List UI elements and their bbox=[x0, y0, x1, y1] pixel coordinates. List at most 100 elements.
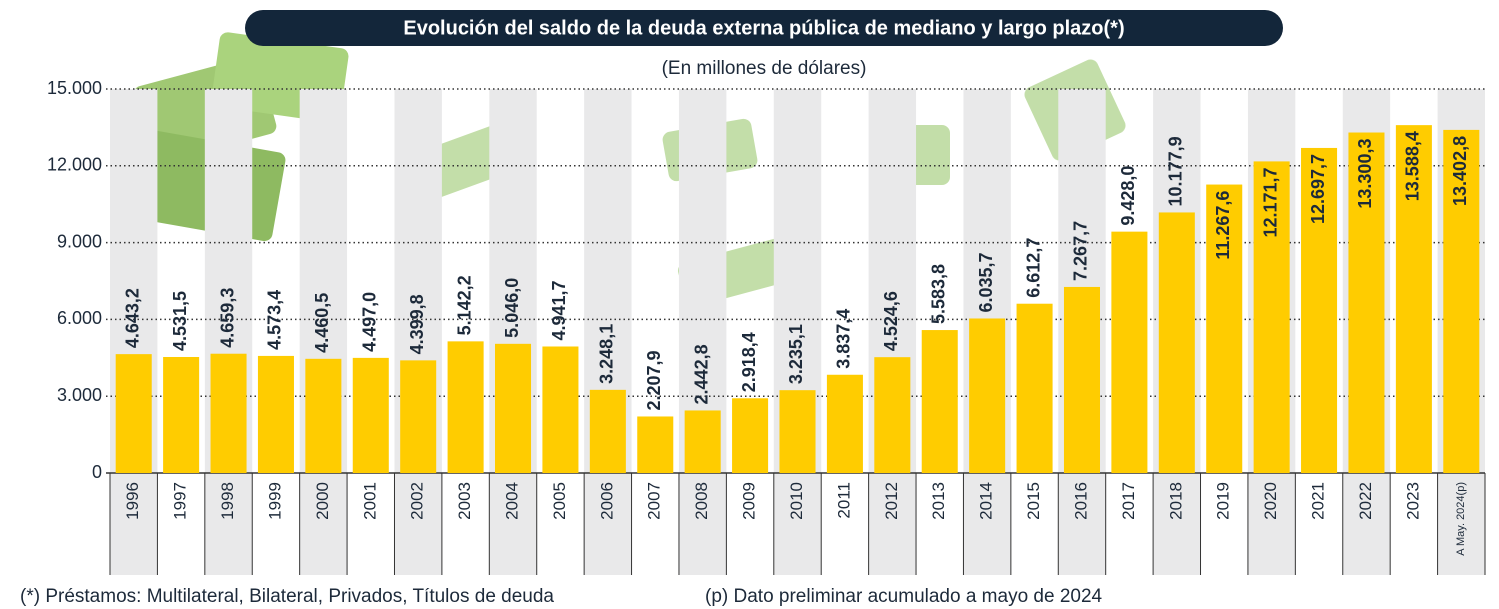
bar bbox=[969, 318, 1006, 473]
stripe bbox=[678, 89, 727, 575]
bar bbox=[1111, 231, 1148, 473]
bar bbox=[589, 389, 626, 473]
y-tick-label: 0 bbox=[92, 462, 102, 482]
x-tick-label: 2004 bbox=[503, 482, 522, 520]
value-label: 5.142,2 bbox=[454, 275, 474, 335]
value-label: 3.235,1 bbox=[786, 324, 806, 384]
value-label: 5.046,0 bbox=[502, 278, 522, 338]
bar bbox=[542, 346, 579, 473]
x-tick-label: 2006 bbox=[597, 482, 616, 520]
value-label: 10.177,9 bbox=[1166, 136, 1186, 206]
stripe bbox=[868, 89, 917, 575]
value-label: 4.659,3 bbox=[217, 288, 237, 348]
y-tick-label: 9.000 bbox=[57, 231, 102, 251]
x-tick-label: 2014 bbox=[977, 482, 996, 520]
x-tick-label: 2017 bbox=[1119, 482, 1138, 520]
bar bbox=[1158, 212, 1195, 474]
x-tick-label: 2012 bbox=[882, 482, 901, 520]
value-label: 4.524,6 bbox=[881, 291, 901, 351]
value-label: 4.573,4 bbox=[265, 290, 285, 350]
bar bbox=[1206, 184, 1243, 473]
value-label: 2.207,9 bbox=[644, 350, 664, 410]
stripe bbox=[204, 89, 253, 575]
value-label: 3.248,1 bbox=[597, 324, 617, 384]
value-label: 12.171,7 bbox=[1260, 167, 1280, 237]
x-tick-label: A May. 2024(p) bbox=[1455, 482, 1467, 556]
chart-subtitle: (En millones de dólares) bbox=[662, 58, 867, 79]
bar bbox=[732, 398, 769, 473]
x-tick-label: 1998 bbox=[218, 482, 237, 520]
value-label: 7.267,7 bbox=[1071, 221, 1091, 281]
x-tick-label: 2010 bbox=[787, 482, 806, 520]
value-label: 4.643,2 bbox=[122, 288, 142, 348]
value-label: 2.442,8 bbox=[691, 344, 711, 404]
x-tick-label: 2018 bbox=[1166, 482, 1185, 520]
x-tick-label: 1996 bbox=[123, 482, 142, 520]
bar bbox=[826, 374, 863, 473]
value-label: 4.531,5 bbox=[170, 291, 190, 351]
x-tick-label: 2007 bbox=[645, 482, 664, 520]
x-tick-label: 2011 bbox=[834, 482, 853, 519]
bar bbox=[210, 353, 247, 473]
bar bbox=[163, 356, 200, 473]
value-label: 4.399,8 bbox=[407, 294, 427, 354]
x-tick-label: 2016 bbox=[1071, 482, 1090, 520]
x-tick-label: 2003 bbox=[455, 482, 474, 520]
bar bbox=[1348, 132, 1385, 473]
bar bbox=[400, 360, 437, 473]
x-tick-label: 2001 bbox=[360, 482, 379, 520]
bar bbox=[1395, 125, 1432, 473]
value-label: 6.612,7 bbox=[1023, 238, 1043, 298]
value-label: 11.267,6 bbox=[1213, 191, 1233, 260]
stripe bbox=[489, 89, 537, 575]
bar bbox=[779, 390, 816, 473]
x-tick-label: 2023 bbox=[1403, 482, 1422, 520]
x-tick-label: 2013 bbox=[929, 482, 948, 520]
y-tick-label: 15.000 bbox=[47, 78, 102, 98]
bar bbox=[495, 343, 532, 473]
bar bbox=[921, 330, 958, 473]
x-tick-label: 2020 bbox=[1261, 482, 1280, 520]
value-label: 4.497,0 bbox=[360, 292, 380, 352]
value-label: 2.918,4 bbox=[739, 332, 759, 392]
bar bbox=[637, 416, 674, 473]
x-tick-label: 2002 bbox=[408, 482, 427, 520]
x-tick-label: 1999 bbox=[265, 482, 284, 520]
value-label: 9.428,0 bbox=[1118, 166, 1138, 226]
value-label: 6.035,7 bbox=[976, 252, 996, 312]
x-tick-label: 2009 bbox=[740, 482, 759, 520]
value-label: 4.941,7 bbox=[549, 280, 569, 340]
value-label: 13.300,3 bbox=[1355, 139, 1375, 209]
stripe bbox=[110, 89, 158, 575]
value-label: 13.402,8 bbox=[1450, 136, 1470, 206]
bar bbox=[684, 410, 721, 473]
bar bbox=[1016, 303, 1053, 473]
value-label: 4.460,5 bbox=[312, 293, 332, 353]
bar bbox=[1443, 129, 1480, 474]
title-bar bbox=[245, 10, 1283, 46]
value-label: 12.697,7 bbox=[1308, 154, 1328, 224]
bar bbox=[305, 358, 342, 473]
bars: 0 3.000 6.000 9.000 12.000 15.000 1996 4.643,2 1… bbox=[47, 78, 1485, 556]
bar bbox=[874, 357, 911, 473]
stripe bbox=[394, 89, 442, 575]
bar bbox=[352, 357, 389, 473]
bar bbox=[1253, 161, 1290, 473]
y-tick-label: 6.000 bbox=[57, 308, 102, 328]
x-tick-label: 2000 bbox=[313, 482, 332, 520]
x-tick-label: 2005 bbox=[550, 482, 569, 520]
bar bbox=[447, 341, 484, 473]
x-tick-label: 2019 bbox=[1214, 482, 1233, 520]
y-tick-label: 12.000 bbox=[47, 155, 102, 175]
value-label: 5.583,8 bbox=[928, 264, 948, 324]
plot: 0 3.000 6.000 9.000 12.000 15.000 1996 4.643,2 1… bbox=[47, 78, 1486, 575]
y-tick-label: 3.000 bbox=[57, 385, 102, 405]
stripe bbox=[584, 89, 632, 575]
bar bbox=[1301, 147, 1338, 473]
value-label: 13.588,4 bbox=[1403, 131, 1423, 201]
stripe bbox=[773, 89, 822, 575]
bar bbox=[115, 354, 152, 473]
chart-title: Evolución del saldo de la deuda externa … bbox=[403, 17, 1124, 39]
x-tick-label: 2022 bbox=[1356, 482, 1375, 520]
